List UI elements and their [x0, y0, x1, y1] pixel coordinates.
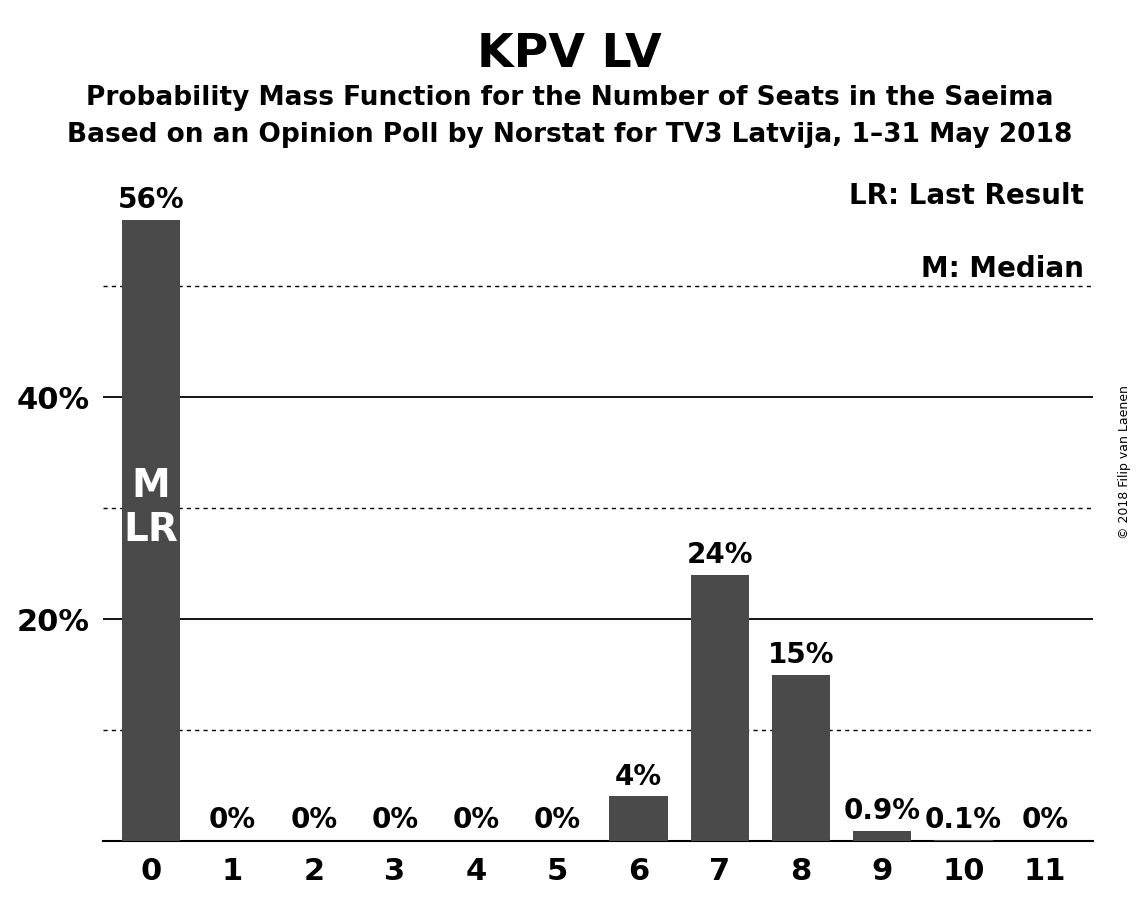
Bar [934, 840, 993, 841]
Text: 0%: 0% [208, 806, 256, 834]
Text: LR: Last Result: LR: Last Result [849, 182, 1083, 211]
Text: M: Median: M: Median [920, 255, 1083, 284]
Bar [853, 831, 911, 841]
Text: 4%: 4% [615, 763, 662, 791]
Bar [609, 796, 667, 841]
Text: 0%: 0% [290, 806, 337, 834]
Text: KPV LV: KPV LV [477, 32, 662, 78]
Text: Probability Mass Function for the Number of Seats in the Saeima: Probability Mass Function for the Number… [85, 85, 1054, 111]
Text: Based on an Opinion Poll by Norstat for TV3 Latvija, 1–31 May 2018: Based on an Opinion Poll by Norstat for … [67, 122, 1072, 148]
Text: 0.9%: 0.9% [844, 797, 920, 825]
Bar [690, 575, 749, 841]
Bar [772, 675, 830, 841]
Text: 56%: 56% [118, 187, 185, 214]
Text: M
LR: M LR [124, 468, 179, 549]
Text: 0.1%: 0.1% [925, 806, 1002, 834]
Bar [122, 220, 180, 841]
Text: 24%: 24% [687, 541, 753, 569]
Text: 0%: 0% [371, 806, 418, 834]
Text: 0%: 0% [534, 806, 581, 834]
Text: 0%: 0% [1022, 806, 1068, 834]
Text: 0%: 0% [452, 806, 500, 834]
Text: 15%: 15% [768, 641, 834, 669]
Text: © 2018 Filip van Laenen: © 2018 Filip van Laenen [1118, 385, 1131, 539]
